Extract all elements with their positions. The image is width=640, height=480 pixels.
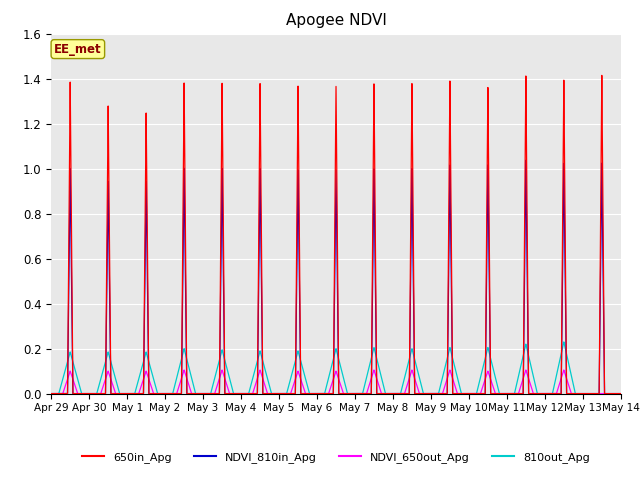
Title: Apogee NDVI: Apogee NDVI <box>285 13 387 28</box>
Text: EE_met: EE_met <box>54 43 102 56</box>
Legend: 650in_Apg, NDVI_810in_Apg, NDVI_650out_Apg, 810out_Apg: 650in_Apg, NDVI_810in_Apg, NDVI_650out_A… <box>77 447 595 467</box>
